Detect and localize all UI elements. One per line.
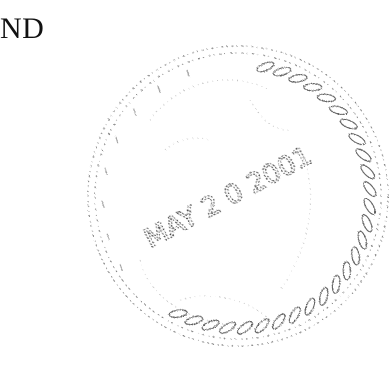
- wreath-leaf: [304, 297, 316, 316]
- wreath-fragment: [186, 69, 190, 78]
- wreath-leaf: [201, 319, 220, 331]
- wreath-fragment: [157, 85, 161, 94]
- wreath-fragment: [106, 233, 110, 241]
- wreath-fragment: [101, 200, 105, 208]
- wreath-leaf: [256, 61, 275, 73]
- wreath-leaf: [168, 309, 188, 318]
- wreath-leaf: [236, 321, 253, 335]
- wreath-fragment: [119, 263, 123, 272]
- seal-date-stamp: MAY 2 0 2001: [139, 140, 317, 254]
- wreath-leaf: [357, 230, 368, 250]
- wreath-leaf: [355, 148, 372, 162]
- wreath-leaf: [348, 133, 366, 146]
- wreath-leaf: [361, 214, 373, 233]
- seal-inner-speckle: [139, 79, 311, 326]
- wreath-leaf: [342, 261, 351, 281]
- wreath-leaf: [288, 306, 301, 324]
- wreath-fragment: [104, 167, 108, 175]
- wreath-leaf: [360, 164, 376, 180]
- wreath-leaf: [339, 118, 358, 130]
- wreath-leaf: [316, 93, 336, 103]
- cut-off-heading-text: ND: [0, 12, 45, 45]
- wreath-leaf: [303, 83, 323, 92]
- wreath-fragment: [115, 136, 119, 144]
- wreath-leaf: [184, 315, 204, 326]
- wreath-leaf: [351, 246, 360, 266]
- wreath-leaf: [254, 318, 270, 334]
- wreath-leaf: [329, 105, 348, 116]
- wreath-leaf: [288, 74, 308, 83]
- wreath-fragment: [133, 108, 137, 116]
- wreath-leaf: [363, 181, 377, 198]
- wreath-leaf: [331, 274, 341, 294]
- wreath-leaf: [363, 197, 376, 215]
- seal-outer-ring: [87, 45, 389, 347]
- wreath-leaf: [318, 287, 329, 306]
- wreath-leaf: [272, 313, 286, 330]
- wreath-leaf: [272, 66, 292, 77]
- seal-wreath-border: [101, 61, 377, 335]
- wreath-leaf: [219, 321, 237, 334]
